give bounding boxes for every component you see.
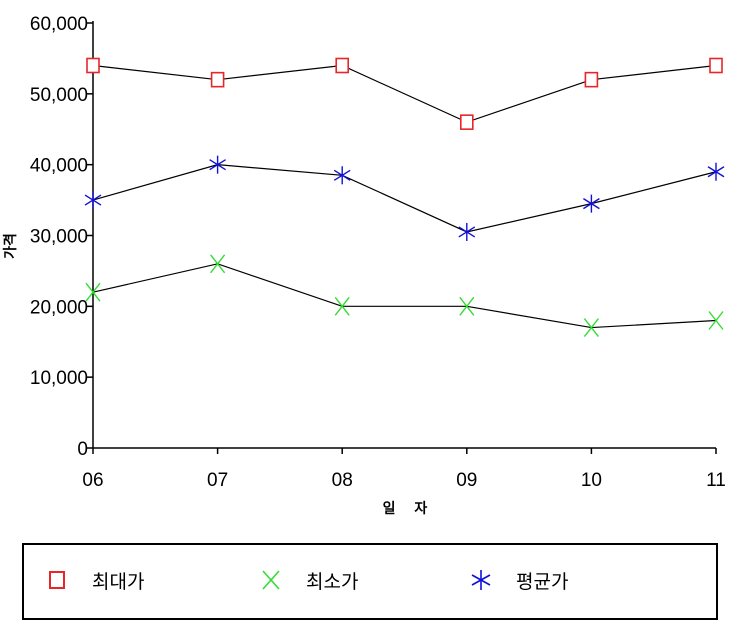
axes: [92, 21, 716, 449]
x-tick-label: 07: [207, 470, 228, 491]
y-tick-label: 40,000: [30, 156, 88, 177]
data-point-asterisk: [707, 162, 725, 181]
data-point-square: [335, 57, 350, 74]
data-point-x: [210, 254, 226, 274]
series-markers: [84, 57, 725, 338]
x-axis-title: 일 자: [383, 501, 428, 517]
x-tick-label: 10: [581, 470, 602, 491]
y-tick-label: 60,000: [30, 14, 88, 35]
x-tick-label: 09: [456, 470, 477, 491]
data-point-asterisk: [458, 222, 476, 241]
line-chart: 0 10,000 20,000 30,000 40,000 50,000 60,000 06…: [2, 14, 726, 517]
data-point-square: [584, 71, 599, 88]
legend-item-max: 최대가: [44, 565, 144, 595]
series-line: [92, 64, 717, 123]
data-point-asterisk: [333, 166, 351, 185]
x-tick-label: 11: [706, 470, 726, 491]
y-tick-label: 20,000: [30, 297, 88, 318]
y-axis-title: 가격: [2, 233, 19, 259]
data-point-square: [709, 57, 723, 74]
series-line: [92, 263, 717, 329]
data-point-x: [334, 296, 350, 316]
y-tick-label: 0: [77, 439, 88, 460]
x-tick-label: 08: [332, 470, 353, 491]
legend-label: 평균가: [516, 570, 569, 593]
data-point-square: [86, 57, 100, 74]
data-point-asterisk: [583, 194, 600, 213]
data-point-square: [459, 114, 474, 130]
data-point-x: [85, 282, 101, 302]
y-axis-ticks: 0 10,000 20,000 30,000 40,000 50,000 60,000: [30, 14, 93, 460]
y-tick-label: 30,000: [30, 227, 88, 248]
legend-label: 최소가: [306, 570, 359, 593]
x-tick-label: 06: [82, 470, 103, 491]
data-point-x: [583, 318, 599, 338]
legend-item-min: 최소가: [258, 565, 358, 595]
square-marker-icon: [49, 571, 65, 589]
x-axis-ticks: 06 07 08 09 10 11: [82, 448, 726, 491]
asterisk-marker-icon: [471, 570, 491, 590]
data-point-asterisk: [84, 191, 102, 210]
legend-label: 최대가: [92, 570, 145, 593]
series-lines: [92, 64, 717, 329]
data-point-square: [210, 71, 225, 88]
data-point-asterisk: [209, 155, 226, 174]
x-marker-icon: [262, 570, 280, 590]
data-point-x: [708, 311, 724, 330]
y-tick-label: 50,000: [30, 85, 88, 106]
data-point-x: [459, 296, 475, 316]
legend: 최대가 최소가 평균가: [22, 543, 718, 620]
series-line: [92, 164, 717, 233]
legend-item-avg: 평균가: [468, 565, 568, 595]
y-tick-label: 10,000: [30, 368, 88, 389]
